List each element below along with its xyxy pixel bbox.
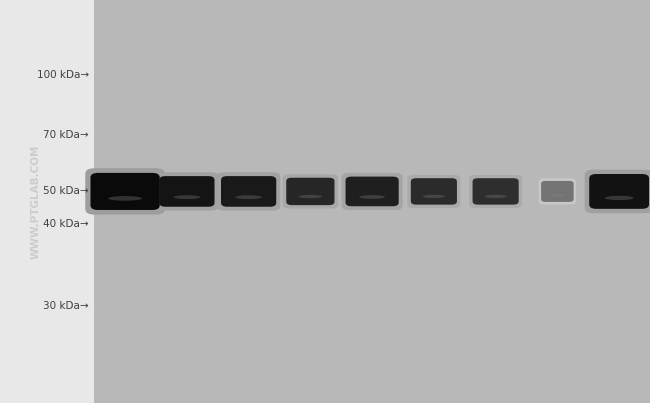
FancyBboxPatch shape [411,178,457,205]
FancyBboxPatch shape [473,178,519,205]
Text: 40 kDa→: 40 kDa→ [44,219,89,229]
Text: 100 kDa→: 100 kDa→ [37,70,89,79]
Bar [0,0,94,403]
FancyBboxPatch shape [346,177,398,206]
FancyBboxPatch shape [85,168,165,214]
Ellipse shape [550,194,565,197]
FancyBboxPatch shape [469,175,522,208]
FancyBboxPatch shape [155,172,218,210]
Text: 70 kDa→: 70 kDa→ [44,130,89,140]
FancyBboxPatch shape [217,172,280,210]
FancyBboxPatch shape [341,173,403,210]
Ellipse shape [174,195,200,199]
Bar [94,0,650,403]
Ellipse shape [605,196,633,200]
Ellipse shape [359,195,385,199]
FancyBboxPatch shape [159,176,214,207]
Text: 30 kDa→: 30 kDa→ [44,301,89,311]
FancyBboxPatch shape [541,181,573,202]
Text: 50 kDa→: 50 kDa→ [44,187,89,196]
FancyBboxPatch shape [539,178,576,205]
FancyBboxPatch shape [286,178,335,205]
Ellipse shape [422,195,445,198]
Ellipse shape [484,195,507,198]
Ellipse shape [235,195,262,199]
FancyBboxPatch shape [221,176,276,207]
Ellipse shape [299,195,322,198]
FancyBboxPatch shape [590,174,649,209]
Ellipse shape [108,196,142,201]
FancyBboxPatch shape [585,170,650,213]
Text: WWW.PTGLAB.COM: WWW.PTGLAB.COM [31,144,41,259]
FancyBboxPatch shape [90,173,160,210]
FancyBboxPatch shape [408,175,460,208]
FancyBboxPatch shape [283,174,338,209]
